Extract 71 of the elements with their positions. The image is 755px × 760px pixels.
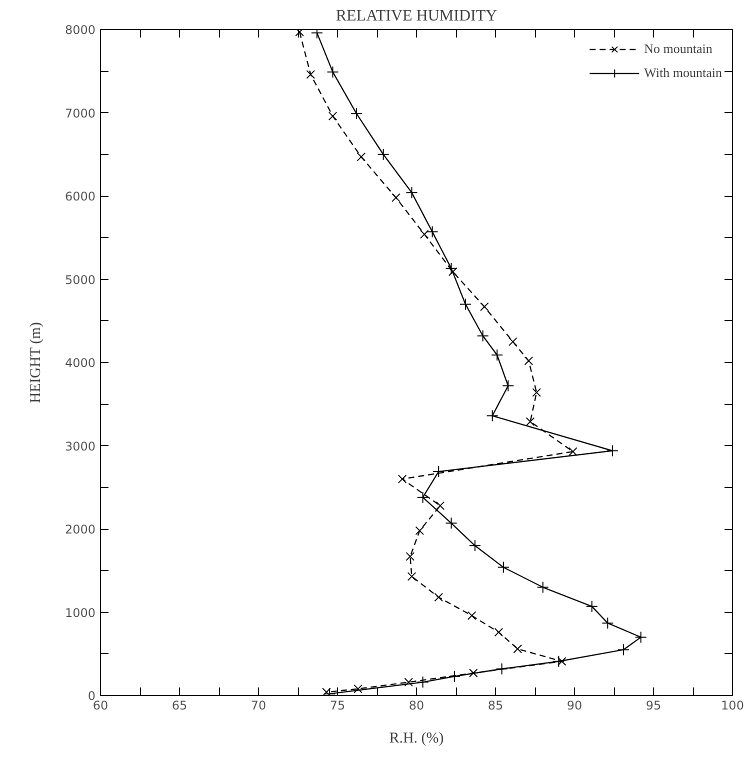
point (350, 108, 362, 120)
point (502, 380, 514, 392)
y-axis-title: HEIGHT (m) (28, 322, 44, 404)
point (392, 193, 400, 202)
point (354, 684, 362, 694)
point (468, 668, 478, 678)
x-tick-label: 80 (408, 698, 424, 712)
y-tick-label: 5000 (64, 272, 96, 287)
point (404, 678, 413, 687)
x-tick-label: 65 (172, 698, 188, 712)
point (634, 631, 647, 644)
y-tick-label: 4000 (64, 356, 96, 370)
point (468, 540, 481, 552)
point (532, 388, 541, 397)
point (434, 592, 444, 602)
point (445, 262, 458, 274)
point (568, 447, 578, 456)
point (480, 302, 489, 312)
point (513, 644, 522, 654)
point (448, 670, 460, 682)
point (526, 417, 535, 426)
point (416, 676, 429, 688)
y-tick-label: 6000 (64, 190, 96, 204)
point (416, 491, 429, 504)
point (602, 617, 614, 630)
point (377, 148, 390, 160)
y-tick-label: 1000 (64, 606, 96, 620)
point (398, 474, 407, 484)
point (406, 186, 418, 199)
point (476, 330, 489, 342)
point (356, 152, 366, 162)
point (491, 349, 504, 362)
point (426, 226, 438, 238)
point (432, 466, 445, 478)
point (436, 501, 445, 510)
x-tick-label: 90 (566, 698, 582, 712)
point (326, 66, 339, 78)
point (445, 517, 458, 530)
y-tick-label: 3000 (64, 439, 96, 454)
point (459, 298, 472, 310)
y-tick-label: 2000 (64, 522, 96, 536)
x-tick-label: 75 (330, 698, 346, 712)
point (328, 112, 338, 120)
point (536, 581, 549, 594)
point (306, 70, 316, 79)
y-tick-label: 7000 (64, 106, 96, 120)
legend-label: No mountain (644, 41, 712, 57)
point (586, 600, 598, 612)
point (606, 444, 618, 457)
legend-label: With mountain (644, 65, 722, 81)
point (467, 611, 476, 620)
point (494, 628, 504, 637)
point (508, 337, 518, 346)
x-tick-label: 85 (488, 698, 504, 712)
point (415, 526, 424, 536)
chart-title: RELATIVE HUMIDITY (336, 8, 498, 24)
point (496, 662, 508, 675)
point (497, 561, 510, 574)
point (407, 572, 416, 581)
point (295, 30, 304, 36)
point (420, 230, 429, 239)
x-tick-label: 70 (250, 698, 266, 712)
y-tick-label: 8000 (64, 23, 96, 37)
point (406, 552, 415, 561)
x-axis-title: R.H. (%) (389, 730, 444, 746)
point (486, 410, 498, 422)
point (552, 655, 565, 668)
point (524, 356, 534, 366)
x-tick-label: 100 (721, 698, 744, 712)
x-tick-label: 95 (646, 698, 662, 712)
point (617, 644, 630, 656)
